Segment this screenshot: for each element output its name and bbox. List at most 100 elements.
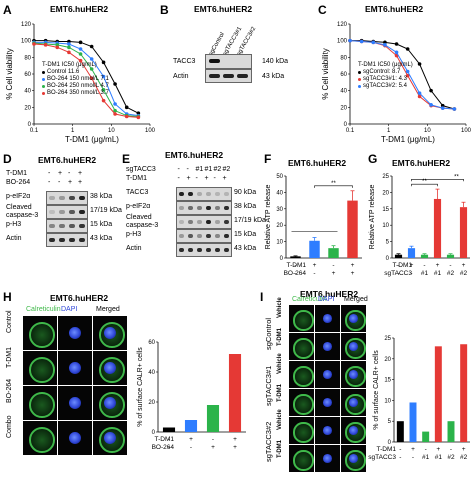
row-label: T-DM1 <box>277 440 283 458</box>
legend-item: BO-264 150 nmol/L 7.1 <box>42 76 112 83</box>
series-line <box>34 40 139 114</box>
series-line <box>34 41 139 117</box>
legend-label: Control 11.6 <box>47 69 80 75</box>
panel-i-title: EMT6.huHER2 <box>300 289 359 299</box>
condition-sign: + <box>332 270 336 277</box>
band <box>59 238 65 242</box>
dapi-nucleus <box>104 327 116 339</box>
calreticulin-signal <box>99 427 125 453</box>
western-blot <box>176 187 232 201</box>
condition-sign: - <box>168 444 170 451</box>
condition-label: T-DM1 <box>126 175 147 182</box>
legend-label: sgTACC3#2: 5.4 <box>363 83 407 89</box>
y-tick-label: 120 <box>21 22 32 28</box>
column-header: DAPI <box>318 296 335 303</box>
bar <box>394 254 403 258</box>
data-point <box>89 44 94 49</box>
band <box>179 220 184 224</box>
data-point <box>371 40 376 45</box>
western-blot <box>46 233 88 247</box>
x-tick-label: 0.1 <box>346 128 355 134</box>
x-tick-label: 10 <box>424 128 431 134</box>
calreticulin-signal <box>29 427 55 453</box>
column-header: Calreticulin <box>26 306 61 313</box>
microscopy-image <box>92 385 128 421</box>
condition-sign: #1 <box>421 270 429 277</box>
legend-title: T-DM1 IC50 (μg/mL) <box>42 62 97 68</box>
condition-sign: - <box>450 446 452 453</box>
band <box>69 238 75 242</box>
dapi-nucleus <box>104 397 116 409</box>
calreticulin-signal <box>293 422 314 443</box>
data-point <box>113 82 117 86</box>
bar <box>433 198 442 258</box>
data-point <box>67 42 71 46</box>
significance-mark: ** <box>454 174 459 180</box>
data-point <box>394 42 399 46</box>
significance-mark: ** <box>422 179 427 185</box>
band <box>69 224 75 228</box>
calreticulin-signal <box>293 366 314 387</box>
condition-sign: + <box>211 444 215 451</box>
row-label: Vehicle <box>277 297 283 318</box>
kda-label: 15 kDa <box>90 221 113 228</box>
condition-sign: - <box>186 166 189 173</box>
kda-label: 17/19 kDa <box>90 207 122 214</box>
condition-sign: - <box>58 179 61 186</box>
band <box>69 196 75 200</box>
dapi-nucleus <box>323 342 332 351</box>
significance-bracket <box>411 178 464 182</box>
dapi-nucleus <box>104 362 116 374</box>
bar <box>162 427 176 432</box>
kda-label: 15 kDa <box>234 231 257 238</box>
band <box>188 192 193 196</box>
condition-sign: + <box>411 446 415 453</box>
row-label: T-DM1 <box>277 328 283 346</box>
microscopy-image <box>57 315 93 351</box>
condition-sign: #1 <box>204 166 213 173</box>
condition-sign: - <box>399 454 401 461</box>
microscopy-image <box>288 360 315 389</box>
condition-label: T-DM1 <box>6 170 27 177</box>
band <box>179 248 184 252</box>
dapi-nucleus <box>69 362 81 374</box>
data-point <box>89 57 94 61</box>
microscopy-image <box>314 416 341 445</box>
legend-title: T-DM1 IC50 (μg/mL) <box>358 62 413 68</box>
microscopy-image <box>288 388 315 417</box>
panel-e-title: EMT6.huHER2 <box>165 150 224 160</box>
y-axis-label: % Cell viability <box>5 48 14 100</box>
legend-marker <box>358 71 361 74</box>
y-tick-label: 0 <box>388 440 392 446</box>
row-label: Control <box>6 309 13 333</box>
bar <box>328 248 339 258</box>
band <box>79 238 85 242</box>
condition-label: T-DM1 <box>393 262 413 269</box>
condition-label: T-DM1 <box>155 436 175 443</box>
blot-row-label: Cleaved <box>6 204 32 211</box>
western-blot <box>176 229 232 243</box>
y-tick-label: 40 <box>24 89 31 95</box>
kda-label: 38 kDa <box>90 193 113 200</box>
y-tick-label: 10 <box>384 398 391 404</box>
calreticulin-signal <box>29 357 55 383</box>
condition-sign: - <box>213 175 216 182</box>
panel-a-chart: 0 20 40 60 80 100 120 0.1 1 10 100 T-DM1 (μg/mL) % C… <box>5 22 155 144</box>
panel-label-d: D <box>3 152 12 166</box>
condition-sign: - <box>294 262 296 269</box>
legend-marker <box>42 71 45 74</box>
legend-marker <box>42 92 45 95</box>
condition-sign: + <box>78 170 83 177</box>
dapi-nucleus <box>323 314 332 323</box>
y-tick-label: 20 <box>340 105 347 111</box>
y-tick-label: 15 <box>384 378 391 384</box>
bar <box>184 420 198 432</box>
data-point <box>32 42 36 46</box>
data-point <box>440 106 445 110</box>
blot-row-label: p-H3 <box>126 231 142 238</box>
microscopy-image <box>314 360 341 389</box>
y-tick-label: 50 <box>276 174 283 180</box>
western-blot <box>46 205 88 219</box>
